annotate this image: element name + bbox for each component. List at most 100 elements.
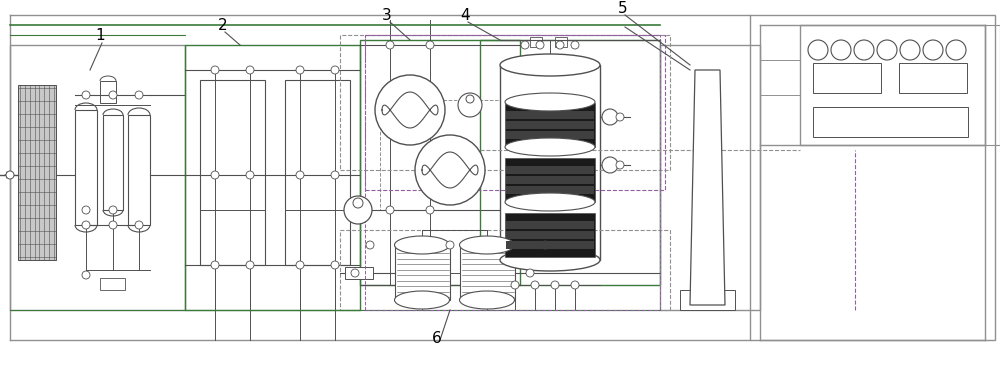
Bar xyxy=(813,107,968,137)
Ellipse shape xyxy=(500,54,600,76)
Text: 4: 4 xyxy=(460,8,470,23)
Circle shape xyxy=(246,171,254,179)
Circle shape xyxy=(923,40,943,60)
Circle shape xyxy=(331,171,339,179)
Circle shape xyxy=(531,281,539,289)
Bar xyxy=(345,267,373,279)
Circle shape xyxy=(808,40,828,60)
Circle shape xyxy=(366,241,374,249)
Circle shape xyxy=(344,196,372,224)
Circle shape xyxy=(109,206,117,214)
Bar xyxy=(800,25,985,145)
Ellipse shape xyxy=(505,138,595,156)
Circle shape xyxy=(446,241,454,249)
Circle shape xyxy=(526,269,534,277)
Circle shape xyxy=(351,269,359,277)
Bar xyxy=(365,35,665,190)
Circle shape xyxy=(616,161,624,169)
Bar xyxy=(506,176,594,184)
Bar xyxy=(660,45,760,310)
Bar xyxy=(480,40,660,285)
Circle shape xyxy=(536,41,544,49)
Ellipse shape xyxy=(394,236,450,254)
Circle shape xyxy=(511,281,519,289)
Circle shape xyxy=(82,91,90,99)
Text: 6: 6 xyxy=(432,331,442,346)
Circle shape xyxy=(541,241,549,249)
Bar xyxy=(185,45,360,310)
Circle shape xyxy=(602,109,618,125)
Ellipse shape xyxy=(505,193,595,211)
Bar xyxy=(285,80,350,265)
Ellipse shape xyxy=(460,291,514,309)
Circle shape xyxy=(82,206,90,214)
Circle shape xyxy=(211,66,219,74)
Bar xyxy=(506,241,594,249)
Ellipse shape xyxy=(505,93,595,111)
Circle shape xyxy=(211,261,219,269)
Bar xyxy=(100,278,125,290)
Circle shape xyxy=(854,40,874,60)
Bar xyxy=(18,85,56,260)
Bar xyxy=(460,245,515,300)
Bar xyxy=(506,111,594,119)
Circle shape xyxy=(296,171,304,179)
Bar xyxy=(506,186,594,194)
Circle shape xyxy=(246,261,254,269)
Circle shape xyxy=(353,198,363,208)
Circle shape xyxy=(831,40,851,60)
Bar xyxy=(530,37,542,47)
Ellipse shape xyxy=(500,249,600,271)
Circle shape xyxy=(375,75,445,145)
Circle shape xyxy=(109,221,117,229)
Bar xyxy=(100,81,116,103)
Circle shape xyxy=(211,171,219,179)
Bar xyxy=(505,213,595,257)
Bar xyxy=(506,221,594,229)
Circle shape xyxy=(82,221,90,229)
Circle shape xyxy=(296,66,304,74)
Circle shape xyxy=(135,221,143,229)
Bar xyxy=(506,166,594,174)
Bar xyxy=(750,15,995,340)
Circle shape xyxy=(571,281,579,289)
Circle shape xyxy=(6,171,14,179)
Bar xyxy=(505,103,595,147)
Bar xyxy=(340,230,670,310)
Circle shape xyxy=(331,66,339,74)
Circle shape xyxy=(616,113,624,121)
Bar xyxy=(813,63,881,93)
Polygon shape xyxy=(690,70,725,305)
Bar xyxy=(506,121,594,129)
Circle shape xyxy=(556,41,564,49)
Circle shape xyxy=(571,41,579,49)
Circle shape xyxy=(296,261,304,269)
Circle shape xyxy=(386,206,394,214)
Ellipse shape xyxy=(394,291,450,309)
Circle shape xyxy=(900,40,920,60)
Circle shape xyxy=(877,40,897,60)
Bar xyxy=(555,37,567,47)
Bar xyxy=(75,110,97,225)
Circle shape xyxy=(246,66,254,74)
Circle shape xyxy=(426,206,434,214)
Circle shape xyxy=(458,93,482,117)
Text: 3: 3 xyxy=(382,8,392,23)
Circle shape xyxy=(946,40,966,60)
Circle shape xyxy=(386,41,394,49)
Circle shape xyxy=(551,281,559,289)
Bar xyxy=(200,80,265,265)
Circle shape xyxy=(109,91,117,99)
Ellipse shape xyxy=(460,236,514,254)
Bar xyxy=(395,245,450,300)
Circle shape xyxy=(521,41,529,49)
Bar xyxy=(680,290,735,310)
Bar xyxy=(899,63,967,93)
Circle shape xyxy=(415,135,485,205)
Bar xyxy=(340,35,670,170)
Text: 5: 5 xyxy=(618,1,628,16)
Bar xyxy=(505,158,595,202)
Text: 1: 1 xyxy=(95,28,105,43)
Bar xyxy=(380,100,500,210)
Bar xyxy=(10,45,185,310)
